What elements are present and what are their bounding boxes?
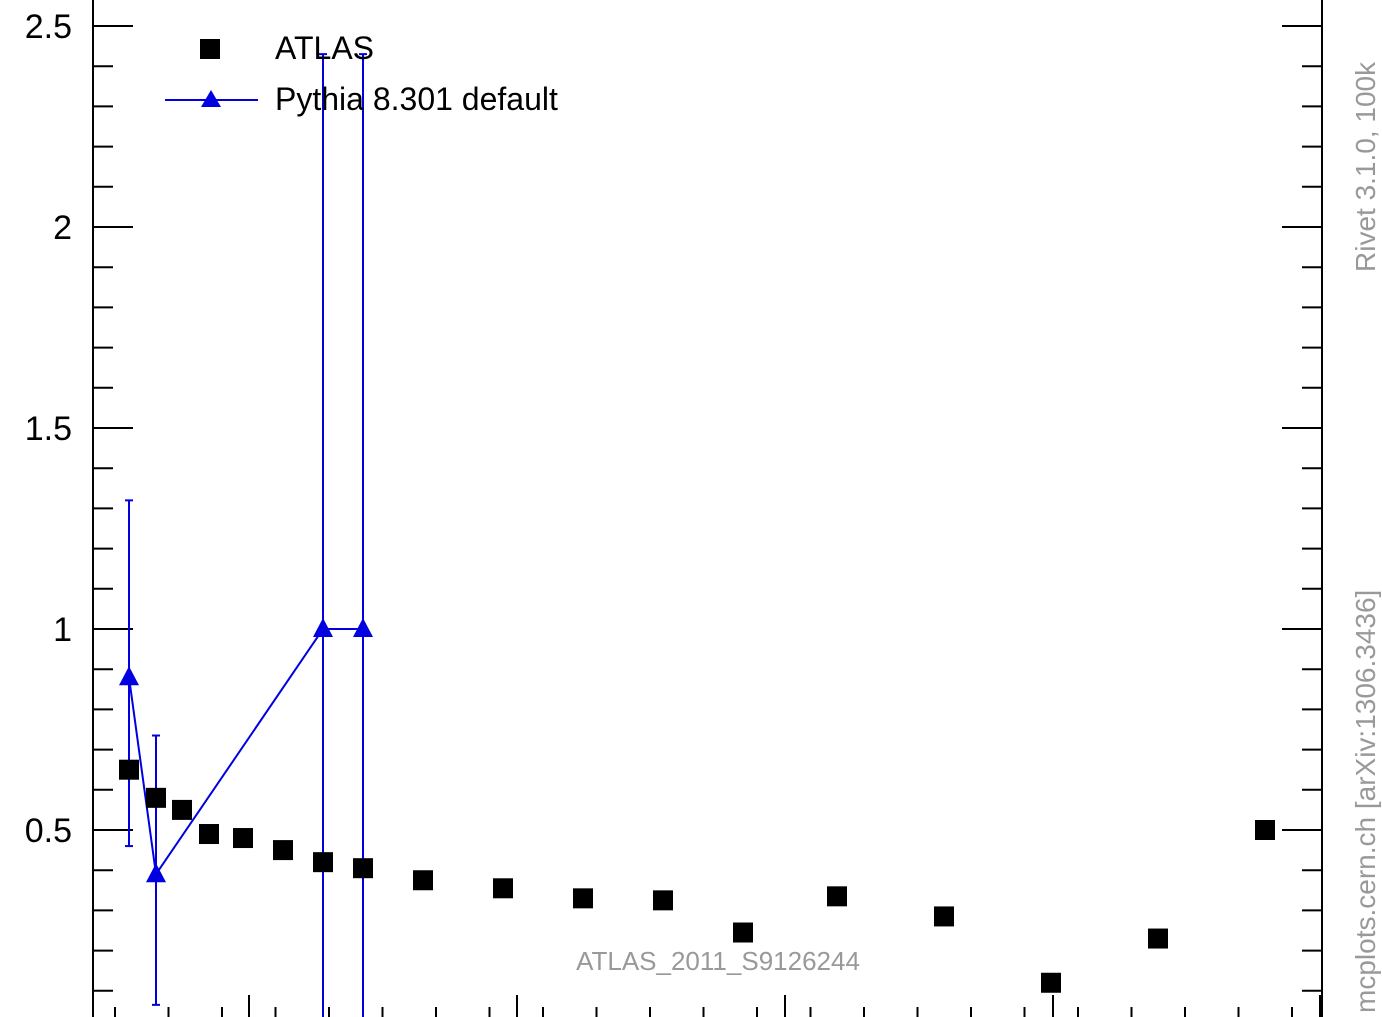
atlas-point <box>146 787 166 808</box>
atlas-point <box>413 870 433 891</box>
atlas-point <box>653 890 673 911</box>
analysis-annotation: ATLAS_2011_S9126244 <box>576 946 860 976</box>
pythia-point <box>119 666 139 686</box>
atlas-point <box>353 858 373 879</box>
atlas-point <box>199 824 219 845</box>
series-pythia <box>119 53 373 1017</box>
y-tick-label: 1 <box>53 611 72 649</box>
atlas-point <box>733 922 753 943</box>
atlas-point <box>119 759 139 780</box>
atlas-point <box>233 828 253 849</box>
side-label-rivet: Rivet 3.1.0, 100k <box>1350 61 1381 272</box>
pythia-point <box>146 863 166 883</box>
y-tick-label: 2.5 <box>25 8 72 46</box>
y-tick-label: 1.5 <box>25 410 72 448</box>
pythia-point <box>353 618 373 637</box>
pythia-point <box>313 618 333 637</box>
atlas-point <box>273 840 293 861</box>
atlas-point <box>1255 820 1275 840</box>
legend-marker-atlas <box>200 39 220 59</box>
y-axis: 0.5 1 1.5 2 2.5 <box>25 8 1322 992</box>
atlas-point <box>1148 928 1168 949</box>
legend: ATLAS Pythia 8.301 default <box>165 30 558 117</box>
atlas-point <box>827 886 847 907</box>
plot-frame <box>92 0 1323 1017</box>
atlas-point <box>172 799 192 820</box>
atlas-point <box>493 878 513 899</box>
series-atlas <box>119 759 1275 993</box>
y-tick-label: 2 <box>53 209 72 247</box>
atlas-point <box>573 888 593 909</box>
legend-label-atlas: ATLAS <box>275 30 374 66</box>
atlas-point <box>934 906 954 927</box>
legend-label-pythia: Pythia 8.301 default <box>275 81 558 117</box>
side-label-mcplots: mcplots.cern.ch [arXiv:1306.3436] <box>1350 590 1381 1013</box>
pythia-line <box>128 628 363 877</box>
legend-marker-pythia <box>201 90 221 107</box>
x-axis <box>114 995 1321 1017</box>
atlas-point <box>1041 972 1061 993</box>
atlas-point <box>313 852 333 873</box>
y-tick-label: 0.5 <box>25 812 72 850</box>
